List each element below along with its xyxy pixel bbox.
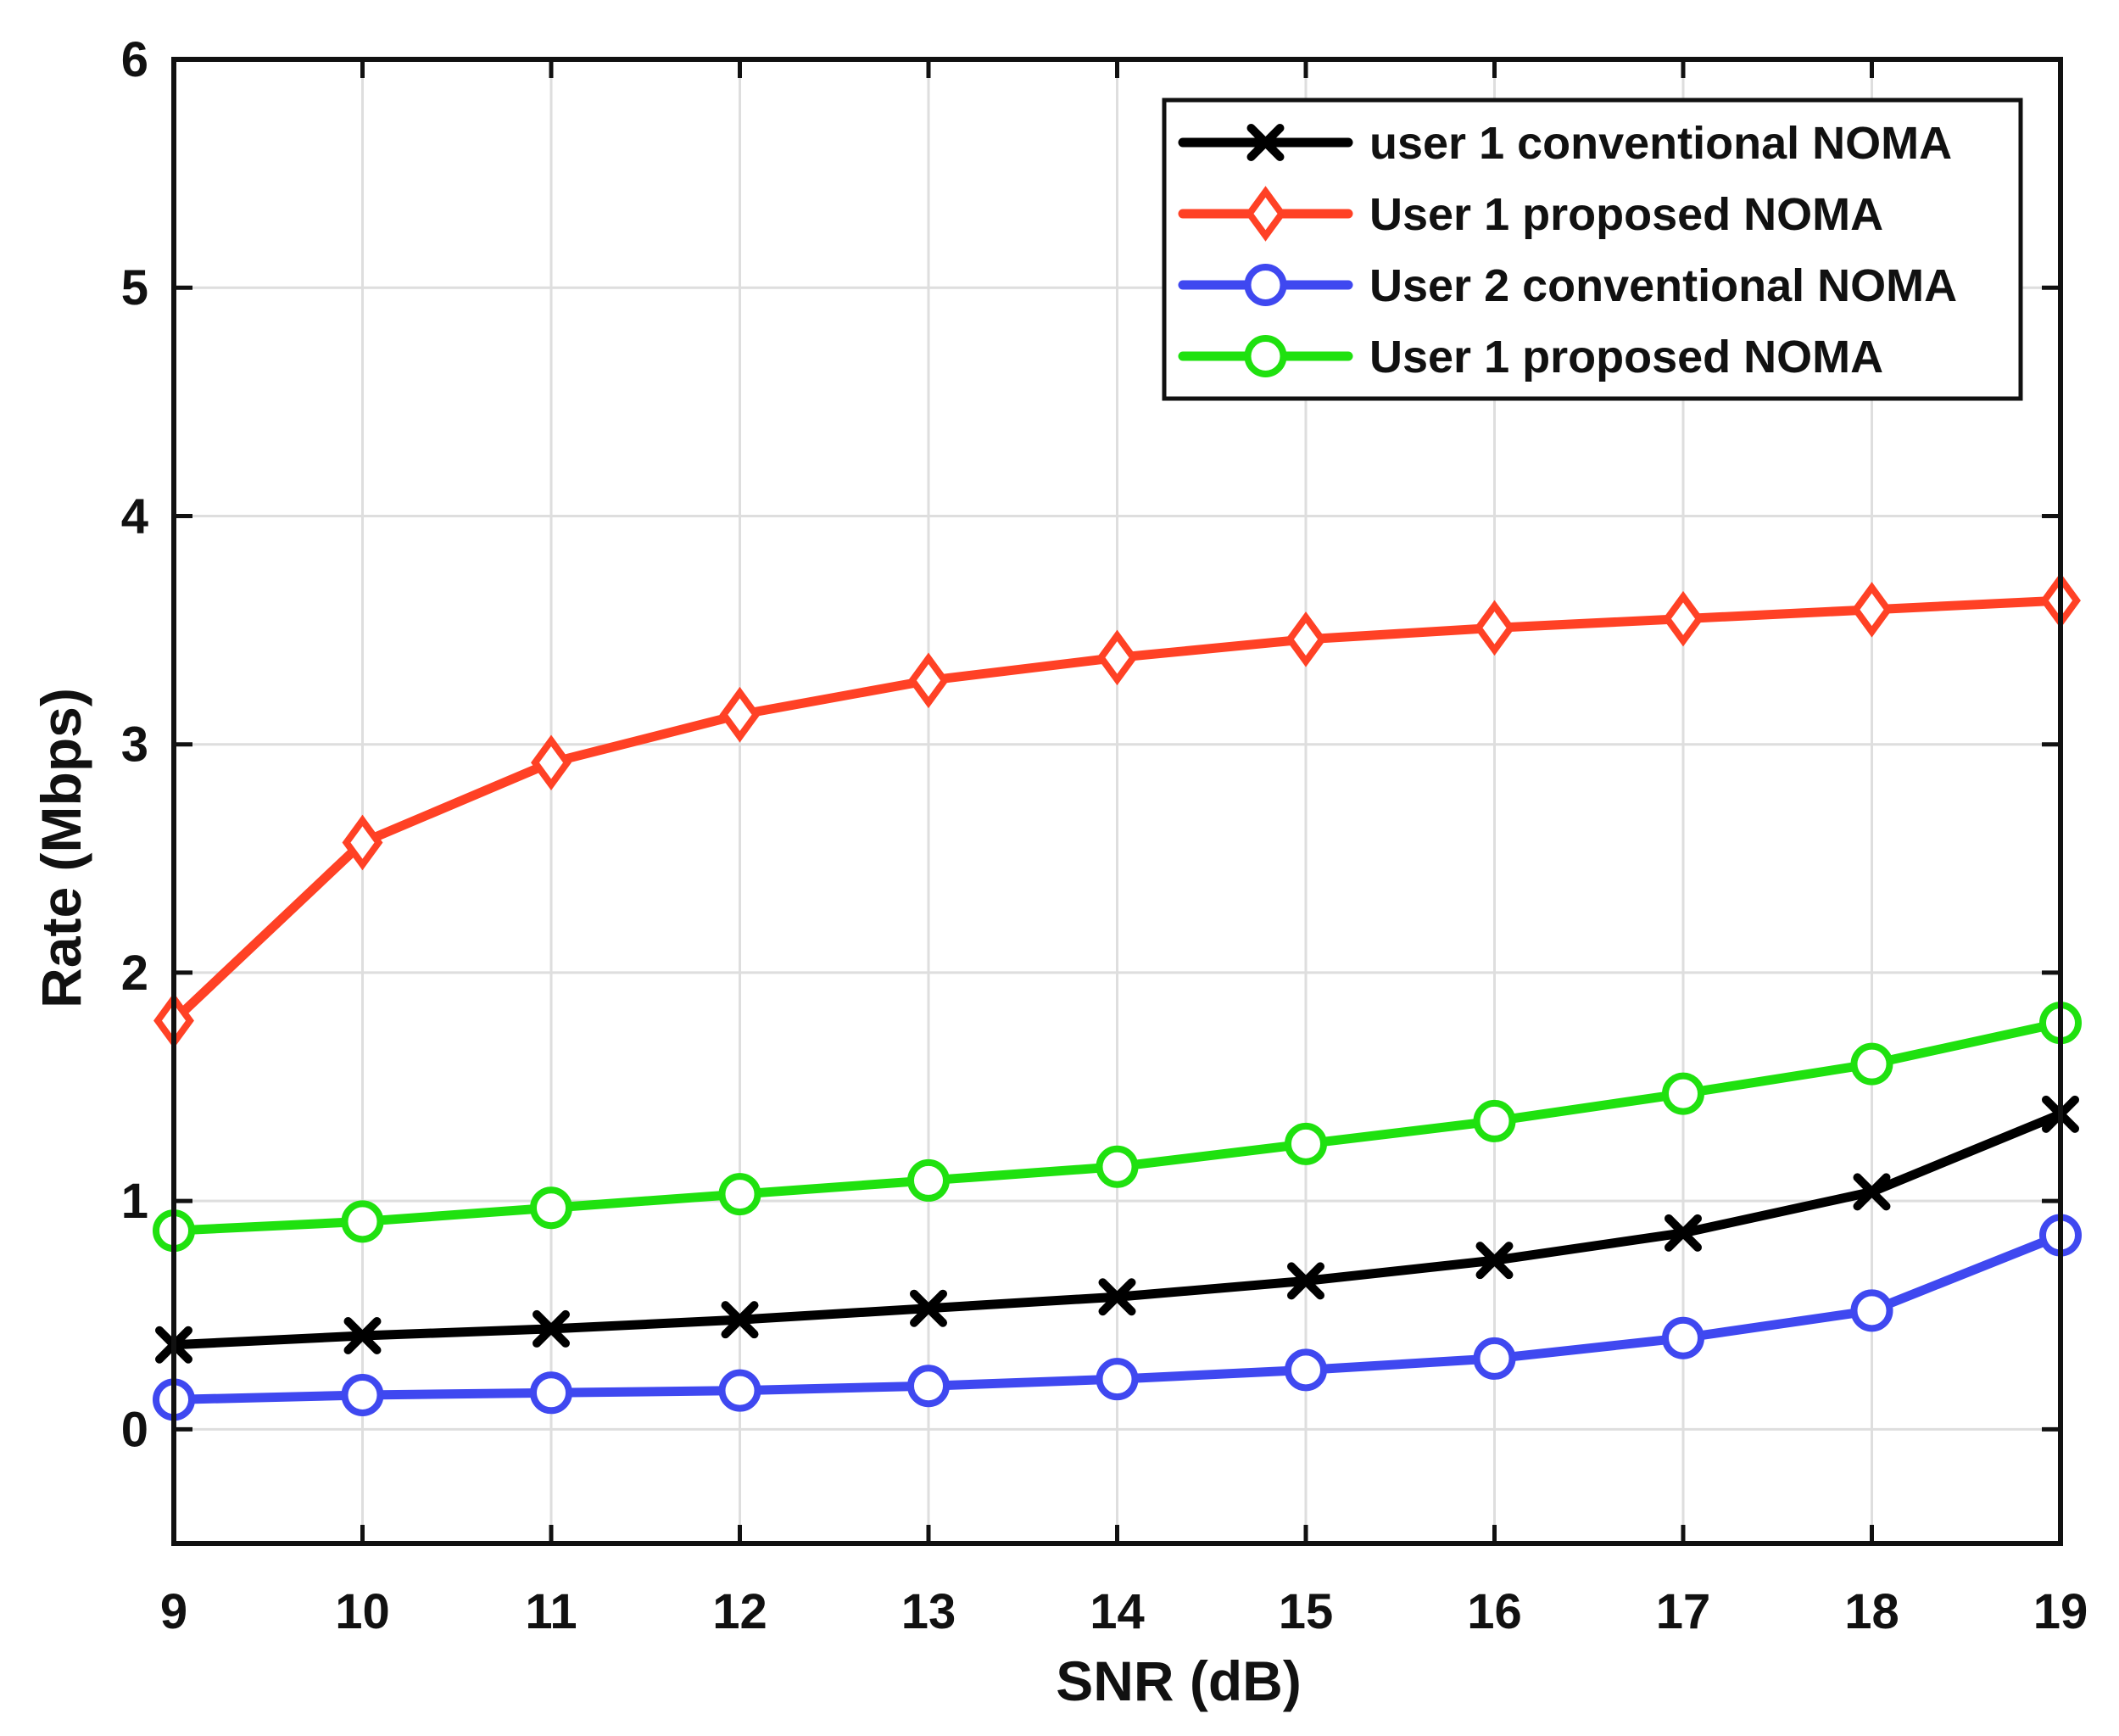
- marker-stroke: [343, 1317, 382, 1354]
- legend-swatch-marker: [1244, 264, 1287, 306]
- data-point: [533, 1309, 570, 1348]
- data-point: [1475, 1242, 1514, 1280]
- data-point: [343, 1317, 382, 1354]
- legend-label: User 1 proposed NOMA: [1369, 189, 1883, 240]
- data-point: [907, 1365, 950, 1408]
- data-point: [1285, 1122, 1327, 1165]
- x-tick-label: 12: [712, 1584, 767, 1639]
- data-point: [907, 1158, 950, 1202]
- legend-label: user 1 conventional NOMA: [1369, 118, 1952, 169]
- marker-stroke: [1853, 1173, 1891, 1211]
- data-point: [1287, 1262, 1324, 1300]
- y-axis-title: Rate (Mbps): [30, 688, 92, 1008]
- marker-stroke: [1098, 1278, 1136, 1316]
- legend-swatch-marker: [1245, 186, 1286, 242]
- marker-stroke: [1287, 1262, 1324, 1300]
- data-point: [721, 1301, 759, 1339]
- data-point: [718, 1173, 761, 1216]
- y-tick-label: 0: [121, 1402, 148, 1457]
- x-tick-label: 16: [1467, 1584, 1522, 1639]
- data-point: [1473, 1337, 1516, 1380]
- marker-stroke: [1665, 1214, 1702, 1252]
- data-point: [1096, 629, 1138, 686]
- data-point: [1285, 611, 1326, 667]
- data-point: [908, 652, 949, 709]
- data-point: [1663, 590, 1704, 647]
- legend-entry: User 1 proposed NOMA: [1178, 332, 1883, 382]
- data-point: [1850, 1042, 1893, 1086]
- data-point: [1096, 1145, 1139, 1188]
- legend-label: User 2 conventional NOMA: [1369, 260, 1957, 311]
- data-point: [1662, 1072, 1704, 1115]
- data-point: [1665, 1214, 1702, 1252]
- legend: user 1 conventional NOMA User 1 proposed …: [1162, 98, 2023, 401]
- data-point: [530, 1186, 572, 1230]
- data-point: [1850, 1289, 1893, 1332]
- marker-stroke: [721, 1301, 759, 1339]
- data-point: [531, 734, 572, 791]
- legend-entry: User 1 proposed NOMA: [1178, 186, 1883, 242]
- y-tick-label: 5: [121, 260, 148, 315]
- legend-label: User 1 proposed NOMA: [1369, 332, 1883, 382]
- marker-stroke: [910, 1289, 947, 1327]
- data-point: [342, 814, 383, 871]
- data-series: [153, 572, 2082, 1421]
- y-tick-label: 2: [121, 946, 148, 1001]
- data-point: [1853, 1173, 1891, 1211]
- data-point: [341, 1200, 384, 1243]
- legend-entry: user 1 conventional NOMA: [1178, 118, 1952, 169]
- data-point: [1851, 582, 1893, 638]
- x-axis-title: SNR (dB): [1056, 1649, 1302, 1712]
- x-tick-label: 15: [1279, 1584, 1334, 1639]
- legend-entry: User 2 conventional NOMA: [1178, 260, 1957, 311]
- data-point: [910, 1289, 947, 1327]
- x-tick-label: 13: [901, 1584, 956, 1639]
- data-point: [530, 1371, 572, 1415]
- x-tick-label: 11: [525, 1584, 577, 1639]
- y-tick-label: 6: [121, 32, 148, 87]
- y-tick-label: 4: [121, 488, 148, 544]
- x-tick-label: 14: [1090, 1584, 1145, 1639]
- marker-stroke: [1246, 124, 1285, 161]
- x-tick-label: 10: [335, 1584, 390, 1639]
- data-point: [719, 686, 761, 743]
- axis-ticks: [171, 57, 2063, 1543]
- data-point: [1662, 1316, 1704, 1359]
- legend-box: [1162, 98, 2023, 401]
- x-tick-label: 17: [1656, 1584, 1711, 1639]
- x-tick-label: 19: [2033, 1584, 2088, 1639]
- legend-swatch-marker: [1244, 335, 1287, 377]
- legend-swatch-marker: [1246, 124, 1285, 161]
- data-point: [1096, 1358, 1139, 1401]
- data-point: [718, 1369, 761, 1412]
- data-point: [1285, 1348, 1327, 1392]
- y-tick-label: 3: [121, 717, 148, 773]
- x-tick-label: 18: [1844, 1584, 1899, 1639]
- data-point: [1473, 1099, 1516, 1142]
- data-point: [1474, 600, 1515, 656]
- data-point: [1098, 1278, 1136, 1316]
- marker-stroke: [1475, 1242, 1514, 1280]
- x-tick-label: 9: [160, 1584, 187, 1639]
- y-tick-label: 1: [121, 1174, 148, 1229]
- data-point: [341, 1374, 384, 1416]
- marker-stroke: [533, 1309, 570, 1348]
